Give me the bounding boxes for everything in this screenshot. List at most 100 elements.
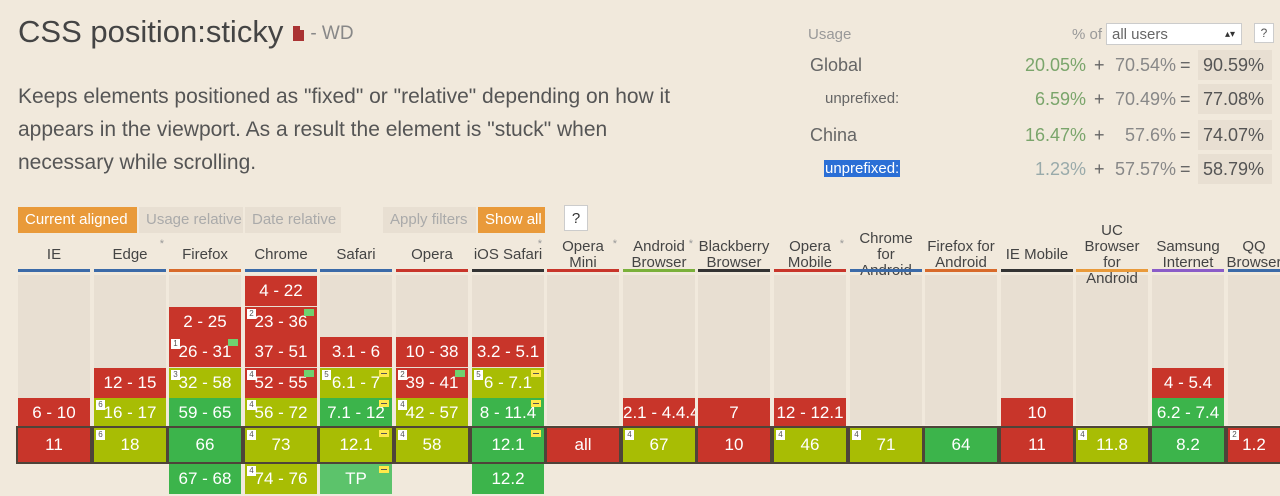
support-cell[interactable]: 18 6 bbox=[94, 428, 166, 462]
support-cell[interactable]: 3.2 - 5.1 bbox=[472, 337, 544, 367]
support-cell[interactable]: 46 4 bbox=[774, 428, 846, 462]
support-cell[interactable]: 42 - 57 4 bbox=[396, 398, 468, 428]
support-cell[interactable]: 4 - 22 bbox=[245, 276, 317, 306]
support-cell[interactable]: 11 bbox=[18, 428, 90, 462]
support-cell[interactable]: 12 - 12.1 bbox=[774, 398, 846, 428]
support-cell[interactable]: 52 - 55 4 bbox=[245, 368, 317, 398]
support-cell[interactable]: 10 - 38 bbox=[396, 337, 468, 367]
support-cell[interactable]: 66 bbox=[169, 428, 241, 462]
support-cell[interactable]: 6 - 7.1 5 bbox=[472, 368, 544, 398]
version-range: 12.2 bbox=[491, 469, 525, 488]
browser-header[interactable]: Opera Mobile * bbox=[774, 238, 846, 271]
usage-user-select[interactable]: all users ▴▾ bbox=[1106, 23, 1242, 45]
browser-header[interactable]: Chrome bbox=[245, 240, 317, 270]
support-cell[interactable]: 12.2 bbox=[472, 464, 544, 494]
support-cell[interactable]: 73 4 bbox=[245, 428, 317, 462]
browser-header[interactable]: Blackberry Browser bbox=[698, 238, 770, 271]
browser-header[interactable]: IE bbox=[18, 240, 90, 270]
support-cell[interactable]: 58 4 bbox=[396, 428, 468, 462]
support-cell[interactable]: 2.1 - 4.4.4 bbox=[623, 398, 695, 428]
version-range: 7.1 - 12 bbox=[327, 403, 385, 422]
support-cell[interactable]: TP bbox=[320, 464, 392, 494]
support-cell[interactable]: 74 - 76 4 bbox=[245, 464, 317, 494]
support-cell[interactable]: 71 4 bbox=[850, 428, 922, 462]
browser-header[interactable]: Firefox bbox=[169, 240, 241, 270]
support-cell[interactable]: 32 - 58 3 bbox=[169, 368, 241, 398]
usage-prefixed-value: 6.59% bbox=[1034, 89, 1086, 109]
support-cell[interactable]: 2 - 25 bbox=[169, 307, 241, 337]
browser-name: QQ Browser bbox=[1226, 238, 1280, 271]
usage-equals-sign: = bbox=[1180, 55, 1191, 75]
support-cell[interactable]: all bbox=[547, 428, 619, 462]
support-cell[interactable]: 10 bbox=[698, 428, 770, 462]
browser-header[interactable]: Safari bbox=[320, 240, 392, 270]
support-cell[interactable]: 11.8 4 bbox=[1076, 428, 1148, 462]
browser-header[interactable]: IE Mobile bbox=[1001, 240, 1073, 270]
support-cell[interactable]: 6.2 - 7.4 bbox=[1152, 398, 1224, 428]
usage-row-label: unprefixed: bbox=[825, 90, 900, 107]
date-relative-button[interactable]: Date relative bbox=[245, 207, 341, 233]
usage-help-button[interactable]: ? bbox=[1254, 23, 1274, 43]
support-cell[interactable]: 16 - 17 6 bbox=[94, 398, 166, 428]
support-cell[interactable]: 11 bbox=[1001, 428, 1073, 462]
browser-header[interactable]: Chrome for Android bbox=[850, 231, 922, 279]
browser-header[interactable]: Firefox for Android bbox=[925, 238, 997, 271]
support-cell[interactable]: 3.1 - 6 bbox=[320, 337, 392, 367]
browser-header[interactable]: Android Browser * bbox=[623, 238, 695, 271]
version-range: all bbox=[574, 435, 592, 454]
browser-header[interactable]: Opera Mini * bbox=[547, 238, 619, 271]
browser-name: iOS Safari bbox=[473, 246, 543, 263]
browser-note-marker: * bbox=[159, 238, 164, 250]
current-aligned-button[interactable]: Current aligned bbox=[18, 207, 137, 233]
support-cell[interactable]: 8 - 11.4 bbox=[472, 398, 544, 428]
browser-header[interactable]: Samsung Internet bbox=[1152, 239, 1224, 271]
version-range: 1.2 bbox=[1242, 435, 1266, 454]
support-cell[interactable]: 1.2 2 bbox=[1228, 428, 1280, 462]
version-range: 6.2 - 7.4 bbox=[1156, 403, 1220, 422]
browser-note-marker: * bbox=[839, 238, 844, 250]
select-arrows-icon: ▴▾ bbox=[1224, 29, 1235, 40]
support-cell[interactable]: 10 bbox=[1001, 398, 1073, 428]
browser-header[interactable]: QQ Browser bbox=[1226, 238, 1280, 271]
browser-header[interactable]: Opera bbox=[396, 240, 468, 270]
support-cell[interactable]: 4 - 5.4 bbox=[1152, 368, 1224, 398]
support-cell[interactable]: 39 - 41 2 bbox=[396, 368, 468, 398]
usage-relative-button[interactable]: Usage relative bbox=[139, 207, 243, 233]
support-cell[interactable]: 59 - 65 bbox=[169, 398, 241, 428]
support-cell[interactable]: 56 - 72 4 bbox=[245, 398, 317, 428]
version-range: 58 bbox=[422, 435, 442, 454]
browser-name: Firefox for Android bbox=[927, 238, 995, 271]
usage-label: Usage bbox=[808, 26, 852, 43]
browser-header[interactable]: Edge * bbox=[94, 238, 166, 270]
version-range: 11 bbox=[45, 435, 63, 454]
document-icon[interactable] bbox=[293, 26, 305, 42]
version-range: 6 - 10 bbox=[32, 403, 76, 422]
feature-title-text: CSS position:sticky bbox=[18, 14, 284, 49]
version-range: 26 - 31 bbox=[178, 342, 232, 361]
apply-filters-button[interactable]: Apply filters bbox=[383, 207, 476, 233]
support-cell[interactable]: 12 - 15 bbox=[94, 368, 166, 398]
support-cell[interactable]: 26 - 31 1 bbox=[169, 337, 241, 367]
support-cell[interactable]: 67 - 68 bbox=[169, 464, 241, 494]
support-cell[interactable]: 7 bbox=[698, 398, 770, 428]
prefix-flag-icon bbox=[531, 370, 541, 377]
support-cell[interactable]: 23 - 36 2 bbox=[245, 307, 317, 337]
browser-name: Blackberry Browser bbox=[698, 238, 770, 271]
support-cell[interactable]: 67 4 bbox=[623, 428, 695, 462]
support-cell[interactable]: 64 bbox=[925, 428, 997, 462]
table-help-button[interactable]: ? bbox=[564, 205, 588, 231]
show-all-button[interactable]: Show all bbox=[478, 207, 545, 233]
feature-description: Keeps elements positioned as "fixed" or … bbox=[18, 85, 671, 174]
version-range: 59 - 65 bbox=[178, 403, 232, 422]
version-range: 12.1 bbox=[339, 435, 373, 454]
support-cell[interactable]: 12.1 bbox=[320, 428, 392, 462]
browser-header[interactable]: iOS Safari * bbox=[472, 238, 544, 270]
browser-header[interactable]: UC Browser for Android bbox=[1076, 223, 1148, 287]
support-cell[interactable]: 8.2 bbox=[1152, 428, 1224, 462]
spec-status: - WD bbox=[310, 22, 354, 44]
support-cell[interactable]: 6 - 10 bbox=[18, 398, 90, 428]
support-cell[interactable]: 37 - 51 bbox=[245, 337, 317, 367]
support-cell[interactable]: 7.1 - 12 bbox=[320, 398, 392, 428]
support-cell[interactable]: 12.1 bbox=[472, 428, 544, 462]
